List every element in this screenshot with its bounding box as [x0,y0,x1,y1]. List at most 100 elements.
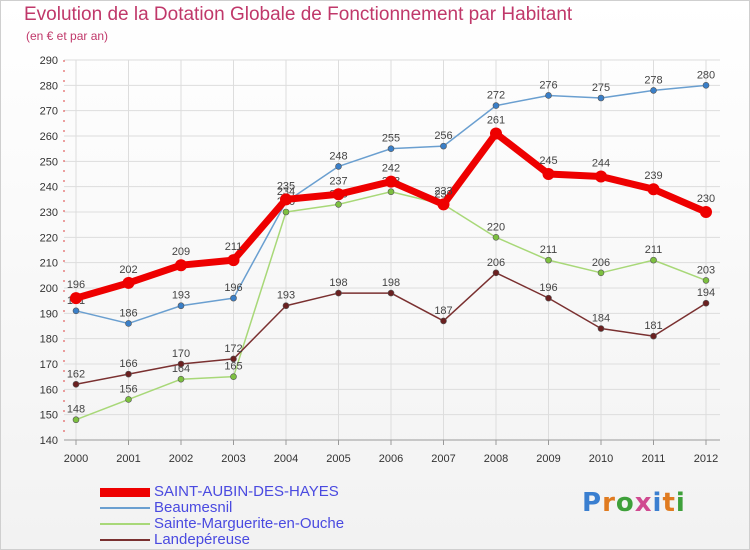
data-label: 211 [645,244,663,256]
x-tick-label: 2000 [64,453,88,465]
data-label: 196 [539,282,557,294]
data-label: 275 [592,82,610,94]
data-label: 211 [225,241,243,253]
data-point [385,175,397,188]
data-point [125,370,132,378]
data-label: 184 [592,313,610,325]
data-point [177,302,185,310]
x-tick-label: 2001 [116,453,140,465]
data-point [335,289,342,297]
chart-title: Evolution de la Dotation Globale de Fonc… [24,4,573,25]
data-point [335,201,342,208]
x-tick-label: 2009 [536,453,560,465]
data-point [492,102,500,109]
y-tick-label: 210 [40,258,58,270]
data-point [702,277,710,284]
data-label: 242 [382,163,400,175]
legend-swatch [100,487,150,497]
data-label: 220 [487,221,505,233]
data-point [597,325,605,332]
y-tick-label: 140 [40,435,58,447]
data-point [125,320,132,327]
data-label: 198 [382,277,400,289]
logo-letter: i [652,488,663,518]
data-label: 165 [224,361,242,373]
data-point [597,94,605,102]
logo-letter: t [662,488,676,518]
x-tick-label: 2010 [589,453,613,465]
data-point [72,380,80,388]
data-label: 245 [539,155,557,167]
data-point [702,82,710,89]
data-label: 203 [697,264,715,276]
data-label: 172 [224,343,242,355]
data-label: 280 [697,69,715,81]
data-label: 209 [172,246,190,258]
data-point [175,259,187,272]
data-label: 198 [329,277,347,289]
data-point [72,307,80,315]
data-point [125,396,132,403]
proxiti-logo: Proxiti [582,488,686,518]
logo-letter: x [634,488,653,518]
data-label: 196 [224,282,242,294]
data-label: 230 [697,193,715,205]
data-label: 206 [592,257,610,269]
y-tick-label: 220 [40,232,58,244]
data-point [545,256,552,264]
data-point [335,163,342,170]
data-label: 170 [172,348,190,360]
data-label: 211 [540,244,558,256]
y-tick-label: 250 [40,156,58,168]
logo-letter: r [602,488,616,518]
data-label: 166 [119,358,137,370]
data-point [177,375,185,383]
data-point [387,145,395,152]
data-point [227,254,240,267]
data-label: 234 [277,186,295,198]
data-label: 276 [539,79,557,91]
data-point [595,170,607,183]
data-point [440,142,447,150]
data-label: 206 [487,257,505,269]
y-tick-label: 270 [40,106,58,118]
data-point [122,276,135,289]
y-tick-label: 170 [40,359,58,371]
data-point [72,416,80,424]
data-point [177,360,185,368]
data-label: 255 [382,133,400,145]
legend-swatch [100,523,150,525]
data-label: 235 [277,180,295,192]
x-tick-label: 2004 [274,453,298,465]
x-tick-label: 2011 [642,453,666,465]
x-tick-label: 2003 [221,453,245,465]
data-point [700,206,712,218]
logo-letter: i [675,488,686,518]
data-point [437,198,450,211]
x-tick-label: 2008 [484,453,508,465]
data-label: 248 [329,150,347,162]
data-point [70,292,82,305]
legend-label: Beaumesnil [154,499,233,516]
data-label: 256 [434,130,452,142]
data-label: 278 [644,74,662,86]
data-point [440,317,447,325]
x-tick-label: 2002 [169,453,193,465]
data-label: 244 [592,158,610,170]
y-tick-label: 150 [40,410,58,422]
x-tick-label: 2006 [379,453,403,465]
legend-swatch [100,507,150,509]
data-label: 193 [277,290,295,302]
data-point [282,302,290,310]
y-tick-label: 260 [40,131,58,143]
data-point [230,373,237,380]
data-point [387,188,395,196]
data-label: 186 [119,307,137,319]
data-label: 193 [172,290,190,302]
data-point [650,256,657,264]
data-point [650,332,657,340]
data-label: 196 [67,279,85,291]
data-point [280,193,292,206]
data-point [492,234,500,241]
data-label: 187 [434,305,452,317]
